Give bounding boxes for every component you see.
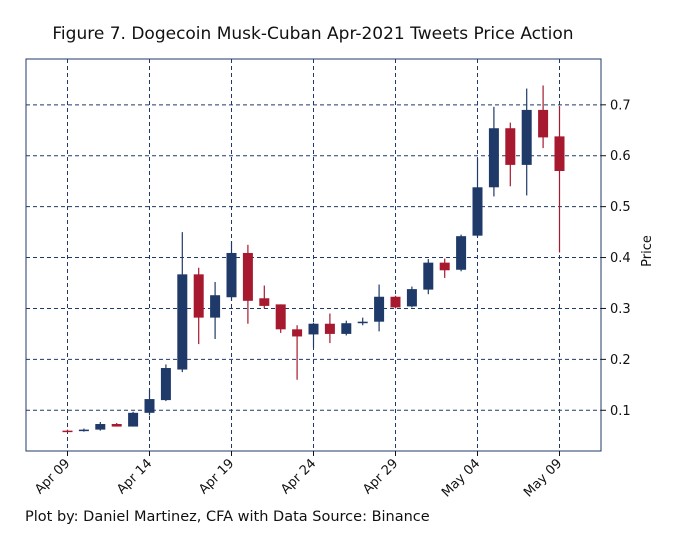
candle-2021-04-20 — [242, 244, 253, 324]
candle-2021-05-06 — [505, 122, 516, 187]
candle-body-up — [374, 296, 385, 322]
x-tick-label: May 04 — [439, 456, 483, 500]
y-tick-label: 0.7 — [610, 98, 631, 113]
candle-body-up — [128, 412, 139, 427]
candle-body-up — [357, 321, 368, 324]
candle-2021-04-30 — [406, 286, 417, 308]
candle-2021-04-09 — [62, 429, 73, 433]
grid-lines — [26, 59, 601, 451]
candle-body-up — [144, 399, 155, 413]
y-axis-ticks: 0.1 0.2 0.3 0.4 0.5 0.6 0.7 — [601, 98, 631, 419]
candle-2021-04-19 — [226, 241, 237, 301]
y-tick-label: 0.5 — [610, 200, 631, 215]
candle-body-up — [423, 262, 434, 290]
candle-body-down — [439, 262, 450, 271]
candle-2021-04-24 — [308, 322, 319, 348]
candle-2021-05-07 — [521, 88, 532, 196]
source-credit: Plot by: Daniel Martinez, CFA with Data … — [25, 509, 430, 525]
candles — [62, 85, 565, 433]
candle-2021-04-12 — [111, 423, 122, 427]
candle-body-down — [111, 424, 122, 427]
candle-2021-05-05 — [488, 106, 499, 197]
candle-body-down — [259, 298, 270, 306]
x-axis-ticks: Apr 09 Apr 14 Apr 19 Apr 24 Apr 29 May 04 May … — [32, 451, 565, 500]
candle-2021-04-13 — [128, 411, 139, 427]
candle-body-up — [406, 289, 417, 307]
candle-body-down — [538, 109, 549, 138]
candle-2021-04-14 — [144, 389, 155, 416]
candle-body-down — [390, 296, 401, 308]
candle-body-down — [275, 304, 286, 330]
candle-2021-04-18 — [210, 281, 221, 339]
candle-2021-05-03 — [456, 234, 467, 272]
candle-2021-04-21 — [259, 285, 270, 309]
candle-body-up — [210, 295, 221, 318]
candle-2021-04-15 — [160, 364, 171, 402]
candle-2021-05-04 — [472, 158, 483, 238]
candle-2021-04-10 — [78, 428, 89, 432]
candle-2021-05-08 — [538, 85, 549, 149]
candle-body-up — [78, 429, 89, 432]
y-tick-label: 0.4 — [610, 251, 631, 266]
candle-body-up — [521, 109, 532, 165]
candle-body-up — [341, 323, 352, 334]
candle-body-down — [554, 136, 565, 171]
candle-body-up — [488, 128, 499, 188]
y-tick-label: 0.3 — [610, 302, 631, 317]
candle-body-up — [226, 252, 237, 298]
x-tick-label: May 09 — [521, 456, 565, 500]
candle-body-down — [193, 274, 204, 318]
candle-2021-05-01 — [423, 259, 434, 295]
candle-2021-05-09 — [554, 105, 565, 253]
y-tick-label: 0.1 — [610, 404, 631, 419]
x-tick-label: Apr 19 — [196, 456, 237, 497]
x-tick-label: Apr 29 — [360, 456, 401, 497]
y-axis-label: Price — [640, 235, 655, 267]
candle-2021-04-23 — [292, 325, 303, 380]
candle-2021-04-28 — [374, 284, 385, 332]
x-tick-label: Apr 14 — [114, 456, 155, 497]
candle-body-up — [472, 187, 483, 236]
candle-body-down — [505, 128, 516, 165]
candle-2021-04-27 — [357, 317, 368, 326]
candle-body-up — [95, 424, 106, 430]
chart-title: Figure 7. Dogecoin Musk-Cuban Apr-2021 T… — [52, 24, 573, 44]
candle-body-down — [242, 252, 253, 301]
candle-2021-04-26 — [341, 320, 352, 336]
candle-body-up — [160, 368, 171, 401]
candle-body-down — [292, 329, 303, 337]
candle-2021-04-17 — [193, 267, 204, 345]
candle-body-up — [456, 236, 467, 270]
candle-body-up — [308, 323, 319, 335]
y-tick-label: 0.2 — [610, 353, 631, 368]
candle-2021-05-02 — [439, 258, 450, 278]
y-tick-label: 0.6 — [610, 149, 631, 164]
candle-body-down — [324, 323, 335, 334]
candle-2021-04-16 — [177, 232, 188, 373]
candle-body-down — [62, 430, 73, 433]
candle-2021-04-11 — [95, 421, 106, 431]
candle-2021-04-22 — [275, 304, 286, 333]
x-tick-label: Apr 24 — [278, 456, 319, 497]
candle-2021-04-29 — [390, 295, 401, 309]
candle-2021-04-25 — [324, 313, 335, 344]
candle-body-up — [177, 274, 188, 370]
x-tick-label: Apr 09 — [32, 456, 73, 497]
